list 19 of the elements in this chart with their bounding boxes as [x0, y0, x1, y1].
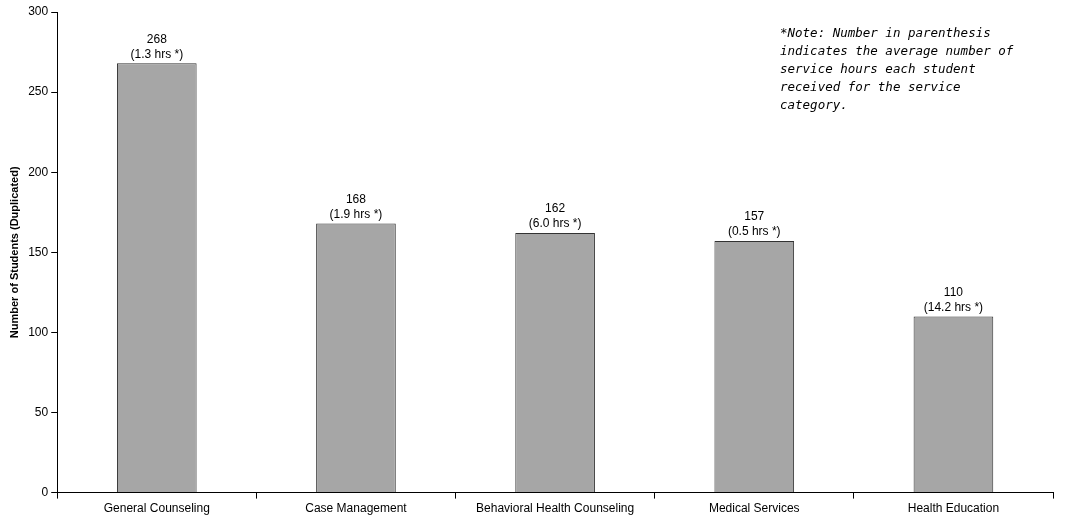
y-tick-label: 300: [28, 4, 49, 19]
data-label: 110 (14.2 hrs *): [923, 284, 984, 314]
annotation: *Note: Number in parenthesis indicates the average number of service hours each student received for the service category.: [780, 24, 1015, 114]
y-tick-label: 100: [28, 324, 49, 339]
x-tick-label: Behavioral Health Counseling: [476, 501, 635, 516]
y-tick-label: 150: [28, 244, 49, 259]
x-tick-label: General Counseling: [103, 501, 210, 516]
y-tick-label: 200: [28, 164, 49, 179]
x-tick-label: Case Management: [305, 501, 408, 516]
y-tick-label: 50: [34, 404, 49, 419]
y-axis-title: Number of Students (Duplicated): [7, 166, 20, 339]
y-tick-label: 250: [28, 84, 49, 99]
data-label: 168 (1.9 hrs *): [329, 191, 383, 221]
data-label: 268 (1.3 hrs *): [130, 31, 184, 61]
data-label: 162 (6.0 hrs *): [528, 201, 582, 231]
data-label: 157 (0.5 hrs *): [727, 209, 781, 239]
x-tick-label: Medical Services: [708, 501, 800, 516]
x-tick-label: Health Education: [907, 501, 1000, 516]
y-tick-label: 0: [41, 484, 49, 499]
